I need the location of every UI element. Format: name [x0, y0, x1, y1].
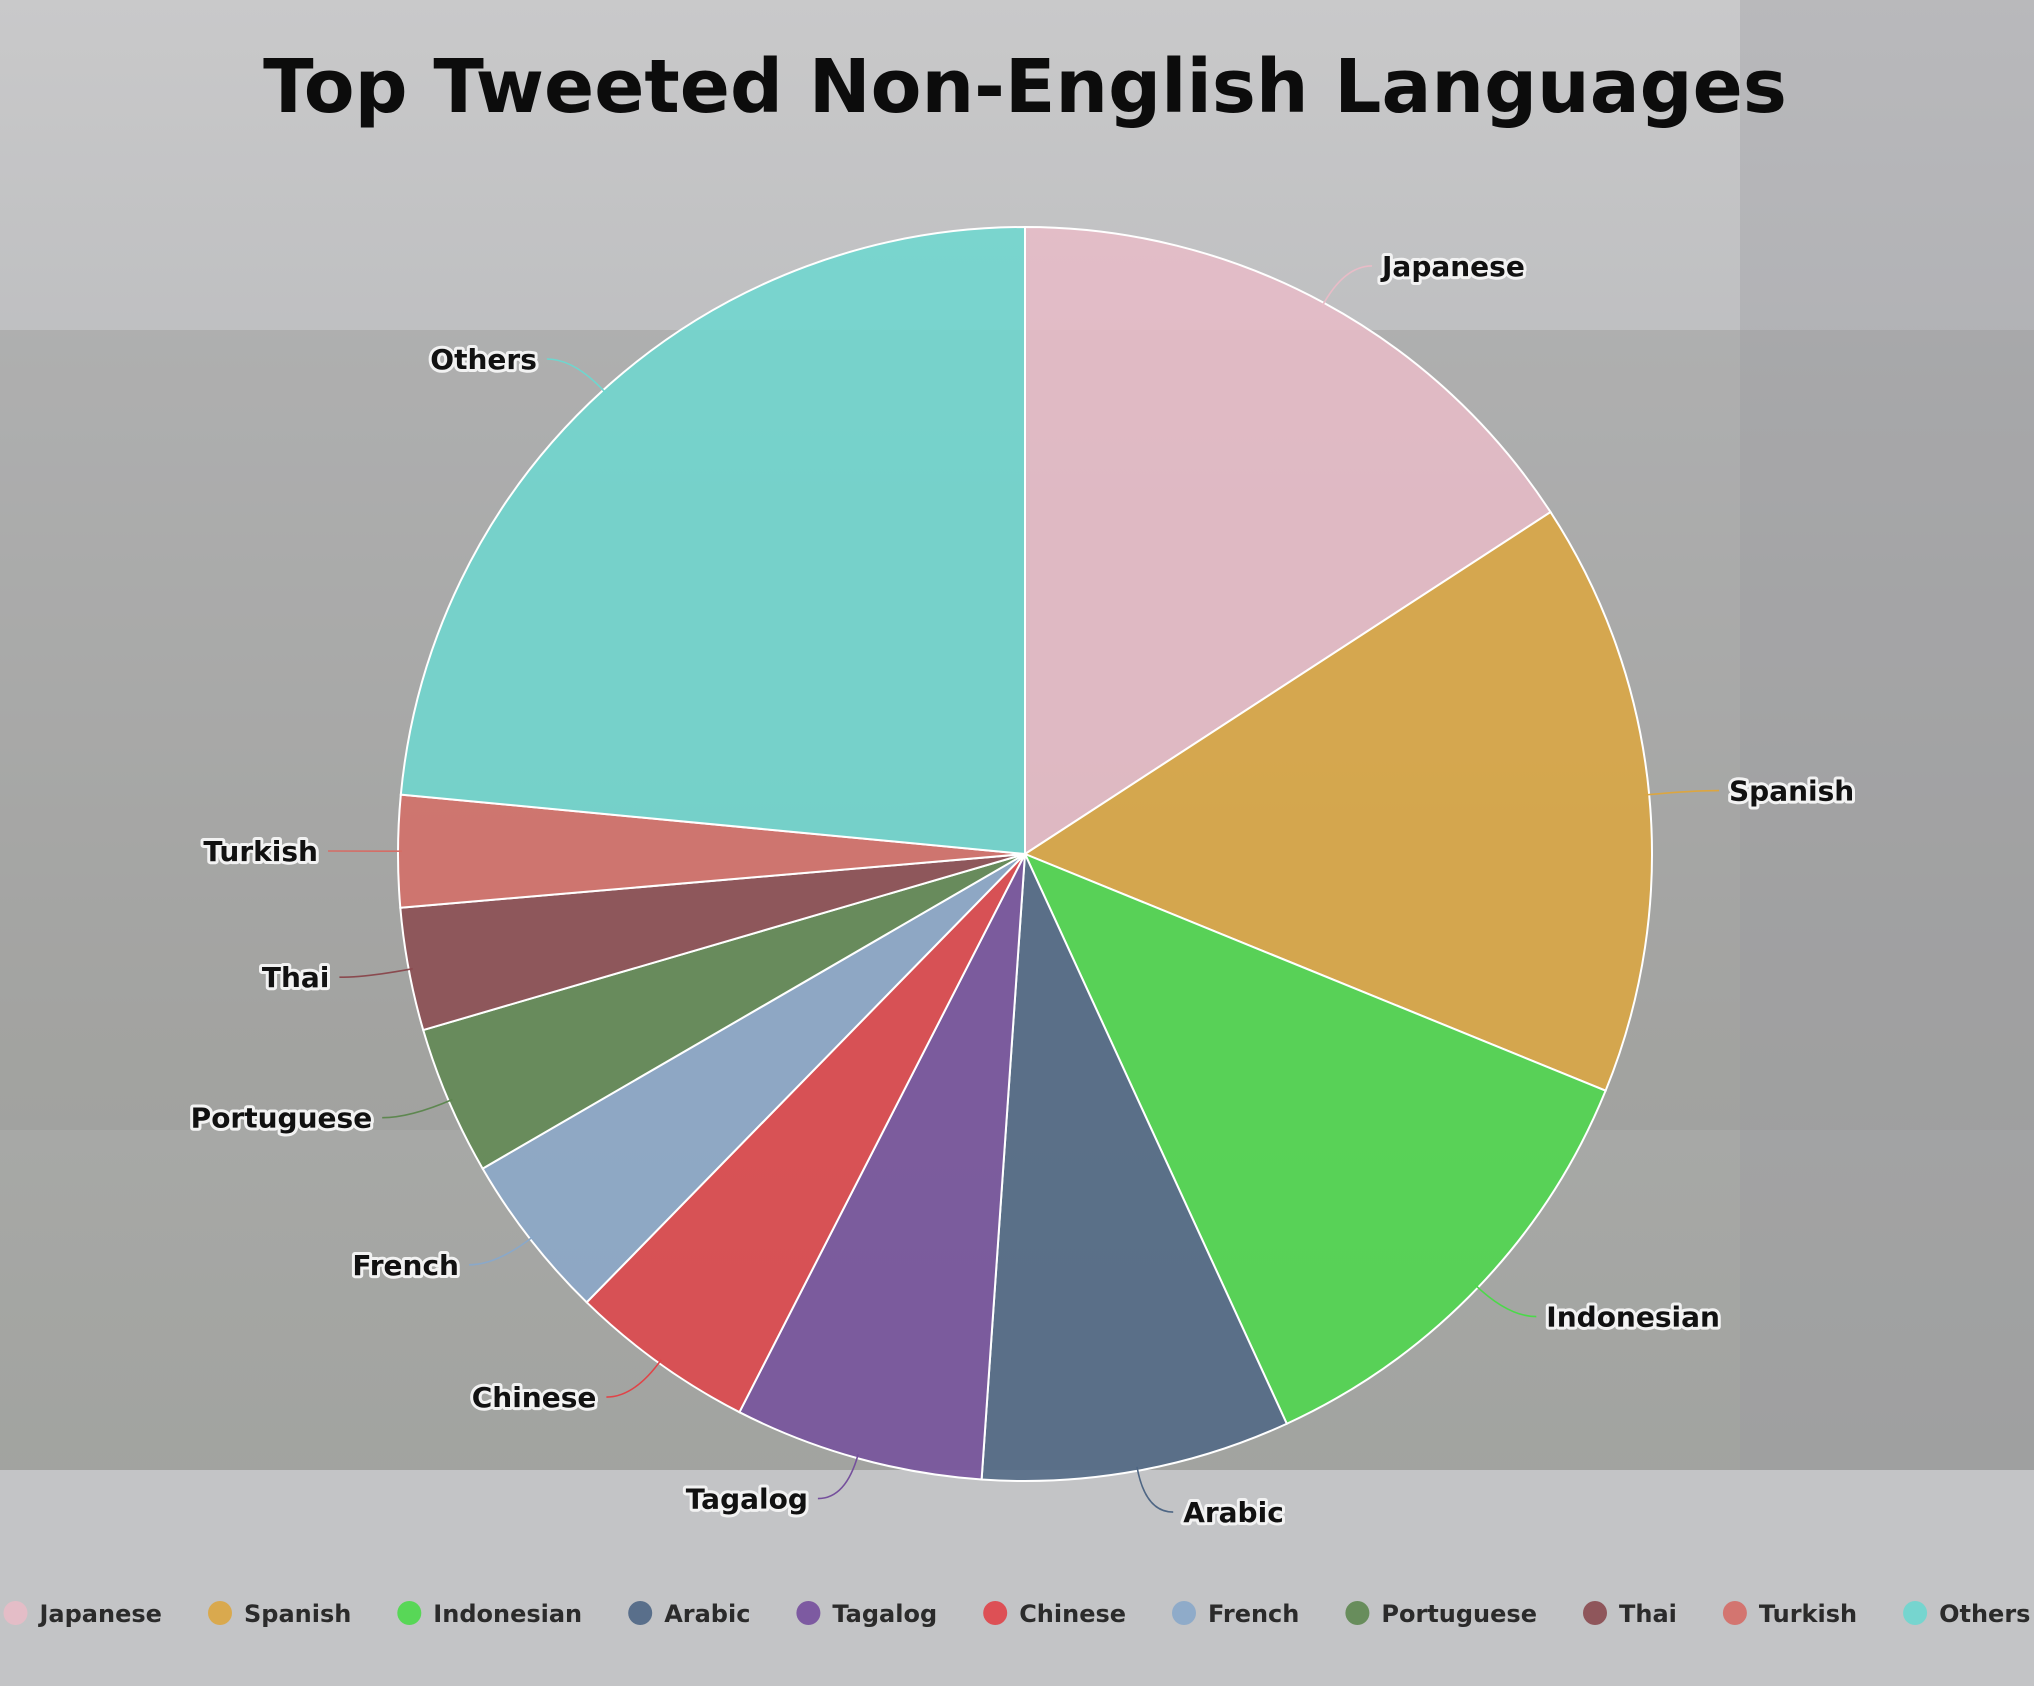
legend-label-arabic: Arabic: [664, 1600, 750, 1628]
leader-line-indonesian: [1474, 1284, 1537, 1318]
leader-line-thai: [339, 967, 413, 978]
legend-item-french[interactable]: French: [1172, 1600, 1299, 1628]
leader-line-arabic: [1136, 1466, 1174, 1513]
legend-marker-others: [1903, 1601, 1928, 1625]
legend-item-japanese[interactable]: Japanese: [3, 1600, 162, 1628]
legend-marker-spanish: [208, 1601, 232, 1625]
legend-label-tagalog: Tagalog: [832, 1600, 937, 1628]
legend-marker-japanese: [3, 1601, 28, 1625]
slice-label-thai: Thai: [262, 961, 330, 994]
legend-label-turkish: Turkish: [1759, 1600, 1857, 1628]
legend-label-portuguese: Portuguese: [1381, 1600, 1537, 1628]
leader-line-portuguese: [382, 1098, 453, 1119]
legend-marker-tagalog: [796, 1601, 821, 1625]
slice-label-spanish: Spanish: [1729, 775, 1854, 808]
legend-marker-thai: [1583, 1601, 1607, 1625]
legend-label-indonesian: Indonesian: [433, 1600, 582, 1628]
pie-slices: [397, 225, 1653, 1482]
slice-label-tagalog: Tagalog: [686, 1483, 808, 1516]
chart-title: Top Tweeted Non-English Languages: [263, 44, 1787, 130]
leader-line-chinese: [606, 1359, 662, 1398]
legend-item-others[interactable]: Others: [1903, 1600, 2030, 1628]
legend-item-arabic[interactable]: Arabic: [628, 1600, 750, 1628]
legend-label-chinese: Chinese: [1019, 1600, 1126, 1628]
slice-labels: Japanese Spanish Indonesian Arabic Tagalog Ch…: [188, 247, 1858, 1532]
legend-marker-arabic: [628, 1601, 653, 1625]
label-leaders: [327, 265, 1720, 1513]
leader-line-spanish: [1645, 789, 1720, 796]
legend-item-turkish[interactable]: Turkish: [1722, 1600, 1857, 1628]
leader-line-tagalog: [817, 1453, 859, 1500]
legend-marker-turkish: [1722, 1601, 1747, 1625]
legend-item-tagalog[interactable]: Tagalog: [796, 1600, 937, 1628]
legend-label-japanese: Japanese: [38, 1600, 162, 1628]
leader-line-french: [468, 1235, 534, 1266]
legend-label-others: Others: [1939, 1600, 2030, 1628]
slice-label-french: French: [352, 1249, 459, 1282]
legend-label-spanish: Spanish: [244, 1600, 351, 1628]
slice-label-indonesian: Indonesian: [1546, 1301, 1720, 1334]
legend-item-spanish[interactable]: Spanish: [208, 1600, 351, 1628]
slice-label-chinese: Chinese: [472, 1381, 597, 1414]
leader-line-others: [546, 358, 607, 394]
legend-marker-indonesian: [397, 1601, 422, 1625]
legend-marker-french: [1172, 1601, 1196, 1625]
slice-label-turkish: Turkish: [203, 835, 318, 868]
legend-item-indonesian[interactable]: Indonesian: [397, 1600, 582, 1628]
legend-label-thai: Thai: [1619, 1600, 1677, 1628]
slice-label-portuguese: Portuguese: [191, 1102, 373, 1135]
slice-label-others: Others: [430, 343, 537, 376]
legend-label-french: French: [1208, 1600, 1299, 1628]
legend: Japanese Spanish Indonesian Arabic Tagalog Ch…: [3, 1600, 2030, 1628]
legend-marker-portuguese: [1345, 1601, 1370, 1625]
slice-label-arabic: Arabic: [1183, 1496, 1284, 1529]
legend-item-chinese[interactable]: Chinese: [983, 1600, 1126, 1628]
legend-item-portuguese[interactable]: Portuguese: [1345, 1600, 1537, 1628]
leader-line-japanese: [1321, 265, 1373, 307]
legend-marker-chinese: [983, 1601, 1008, 1625]
slice-label-japanese: Japanese: [1380, 250, 1525, 283]
legend-item-thai[interactable]: Thai: [1583, 1600, 1677, 1628]
